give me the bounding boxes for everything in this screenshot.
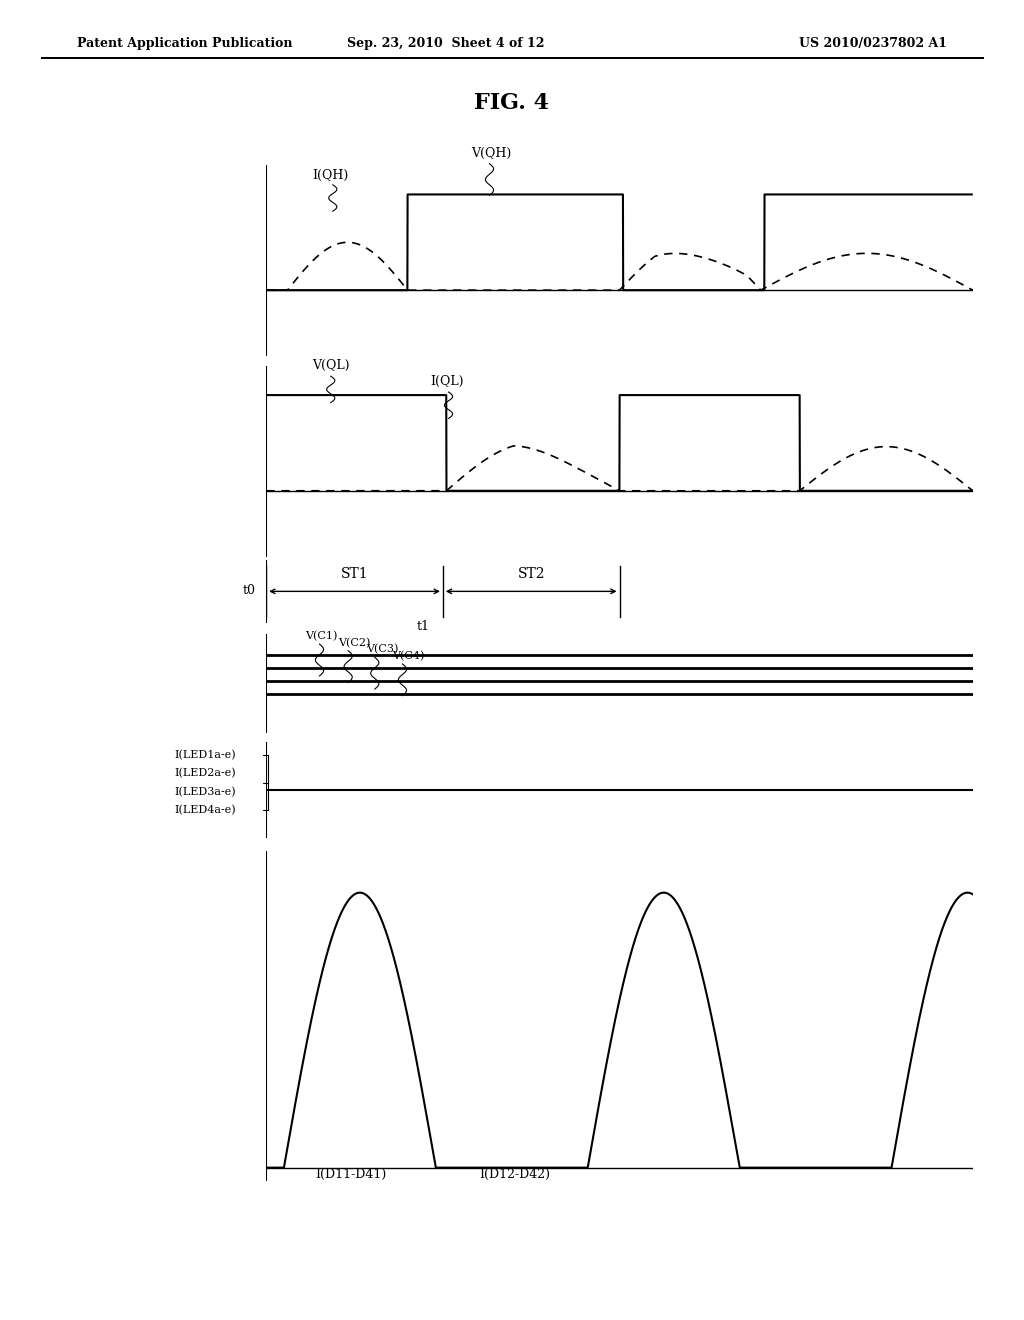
Text: I(LED3a-e): I(LED3a-e) (174, 787, 236, 797)
Text: FIG. 4: FIG. 4 (474, 92, 550, 115)
Text: I(LED1a-e): I(LED1a-e) (174, 750, 236, 760)
Text: US 2010/0237802 A1: US 2010/0237802 A1 (799, 37, 947, 50)
Text: V(QL): V(QL) (312, 359, 350, 372)
Text: I(LED2a-e): I(LED2a-e) (174, 768, 236, 779)
Text: V(C2): V(C2) (338, 638, 371, 648)
Text: t1: t1 (417, 620, 429, 634)
Text: V(QH): V(QH) (471, 147, 511, 160)
Text: Patent Application Publication: Patent Application Publication (77, 37, 292, 50)
Text: ST1: ST1 (341, 566, 369, 581)
Text: I(QH): I(QH) (312, 169, 348, 182)
Text: I(QL): I(QL) (430, 375, 464, 388)
Text: I(LED4a-e): I(LED4a-e) (174, 805, 236, 816)
Text: I(D12-D42): I(D12-D42) (479, 1168, 550, 1181)
Text: I(D11-D41): I(D11-D41) (315, 1168, 387, 1181)
Text: ST2: ST2 (517, 566, 545, 581)
Text: Sep. 23, 2010  Sheet 4 of 12: Sep. 23, 2010 Sheet 4 of 12 (347, 37, 544, 50)
Text: V(C4): V(C4) (392, 651, 425, 661)
Text: t0: t0 (243, 583, 256, 597)
Text: V(C1): V(C1) (305, 631, 338, 642)
Text: V(C3): V(C3) (367, 644, 399, 655)
